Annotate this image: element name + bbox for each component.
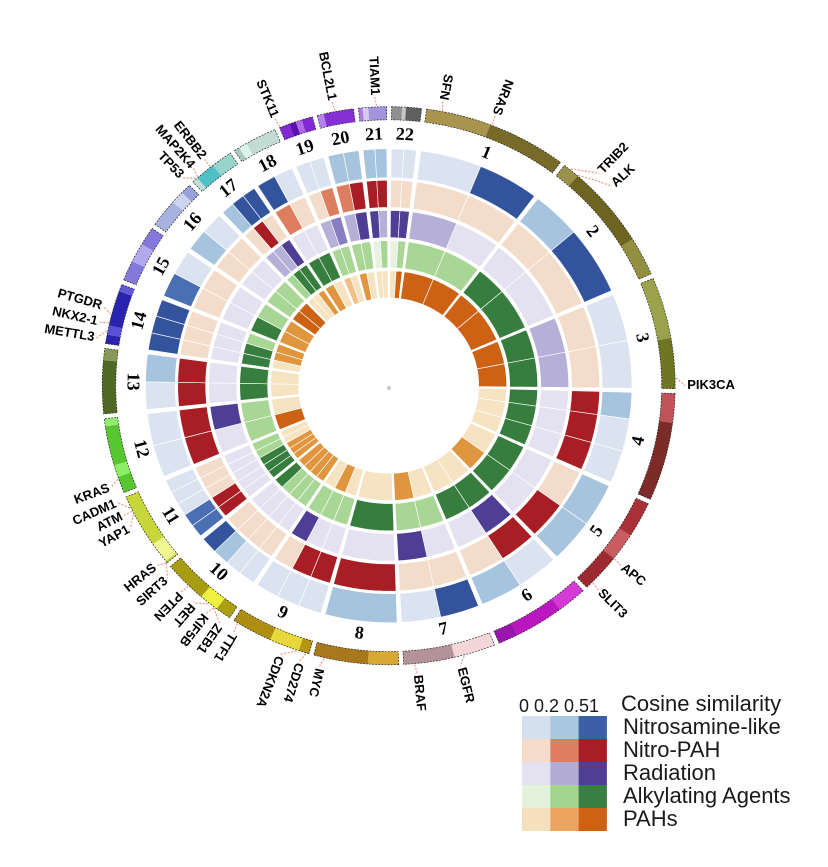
svg-text:Alkylating Agents: Alkylating Agents [623,783,791,808]
svg-text:Radiation: Radiation [623,760,716,785]
svg-text:SFN: SFN [437,73,456,101]
svg-text:Cosine similarity: Cosine similarity [621,691,781,716]
svg-text:22: 22 [395,123,414,144]
svg-text:13: 13 [123,372,143,390]
svg-text:0 0.2 0.51: 0 0.2 0.51 [519,696,599,716]
svg-text:7: 7 [437,618,450,639]
svg-text:PAHs: PAHs [623,806,678,831]
svg-text:Nitro-PAH: Nitro-PAH [623,737,720,762]
svg-text:8: 8 [354,622,365,643]
svg-text:19: 19 [293,135,317,160]
svg-text:3: 3 [632,331,653,344]
svg-text:TIAM1: TIAM1 [366,56,383,96]
svg-text:20: 20 [330,126,351,149]
svg-text:14: 14 [127,309,151,332]
svg-text:Nitrosamine-like: Nitrosamine-like [623,714,781,739]
svg-text:PIK3CA: PIK3CA [687,377,735,392]
svg-text:21: 21 [365,123,384,144]
svg-text:4: 4 [627,434,648,447]
svg-text:MYC: MYC [306,667,327,699]
svg-text:BRAF: BRAF [411,674,429,711]
svg-text:12: 12 [130,437,154,459]
